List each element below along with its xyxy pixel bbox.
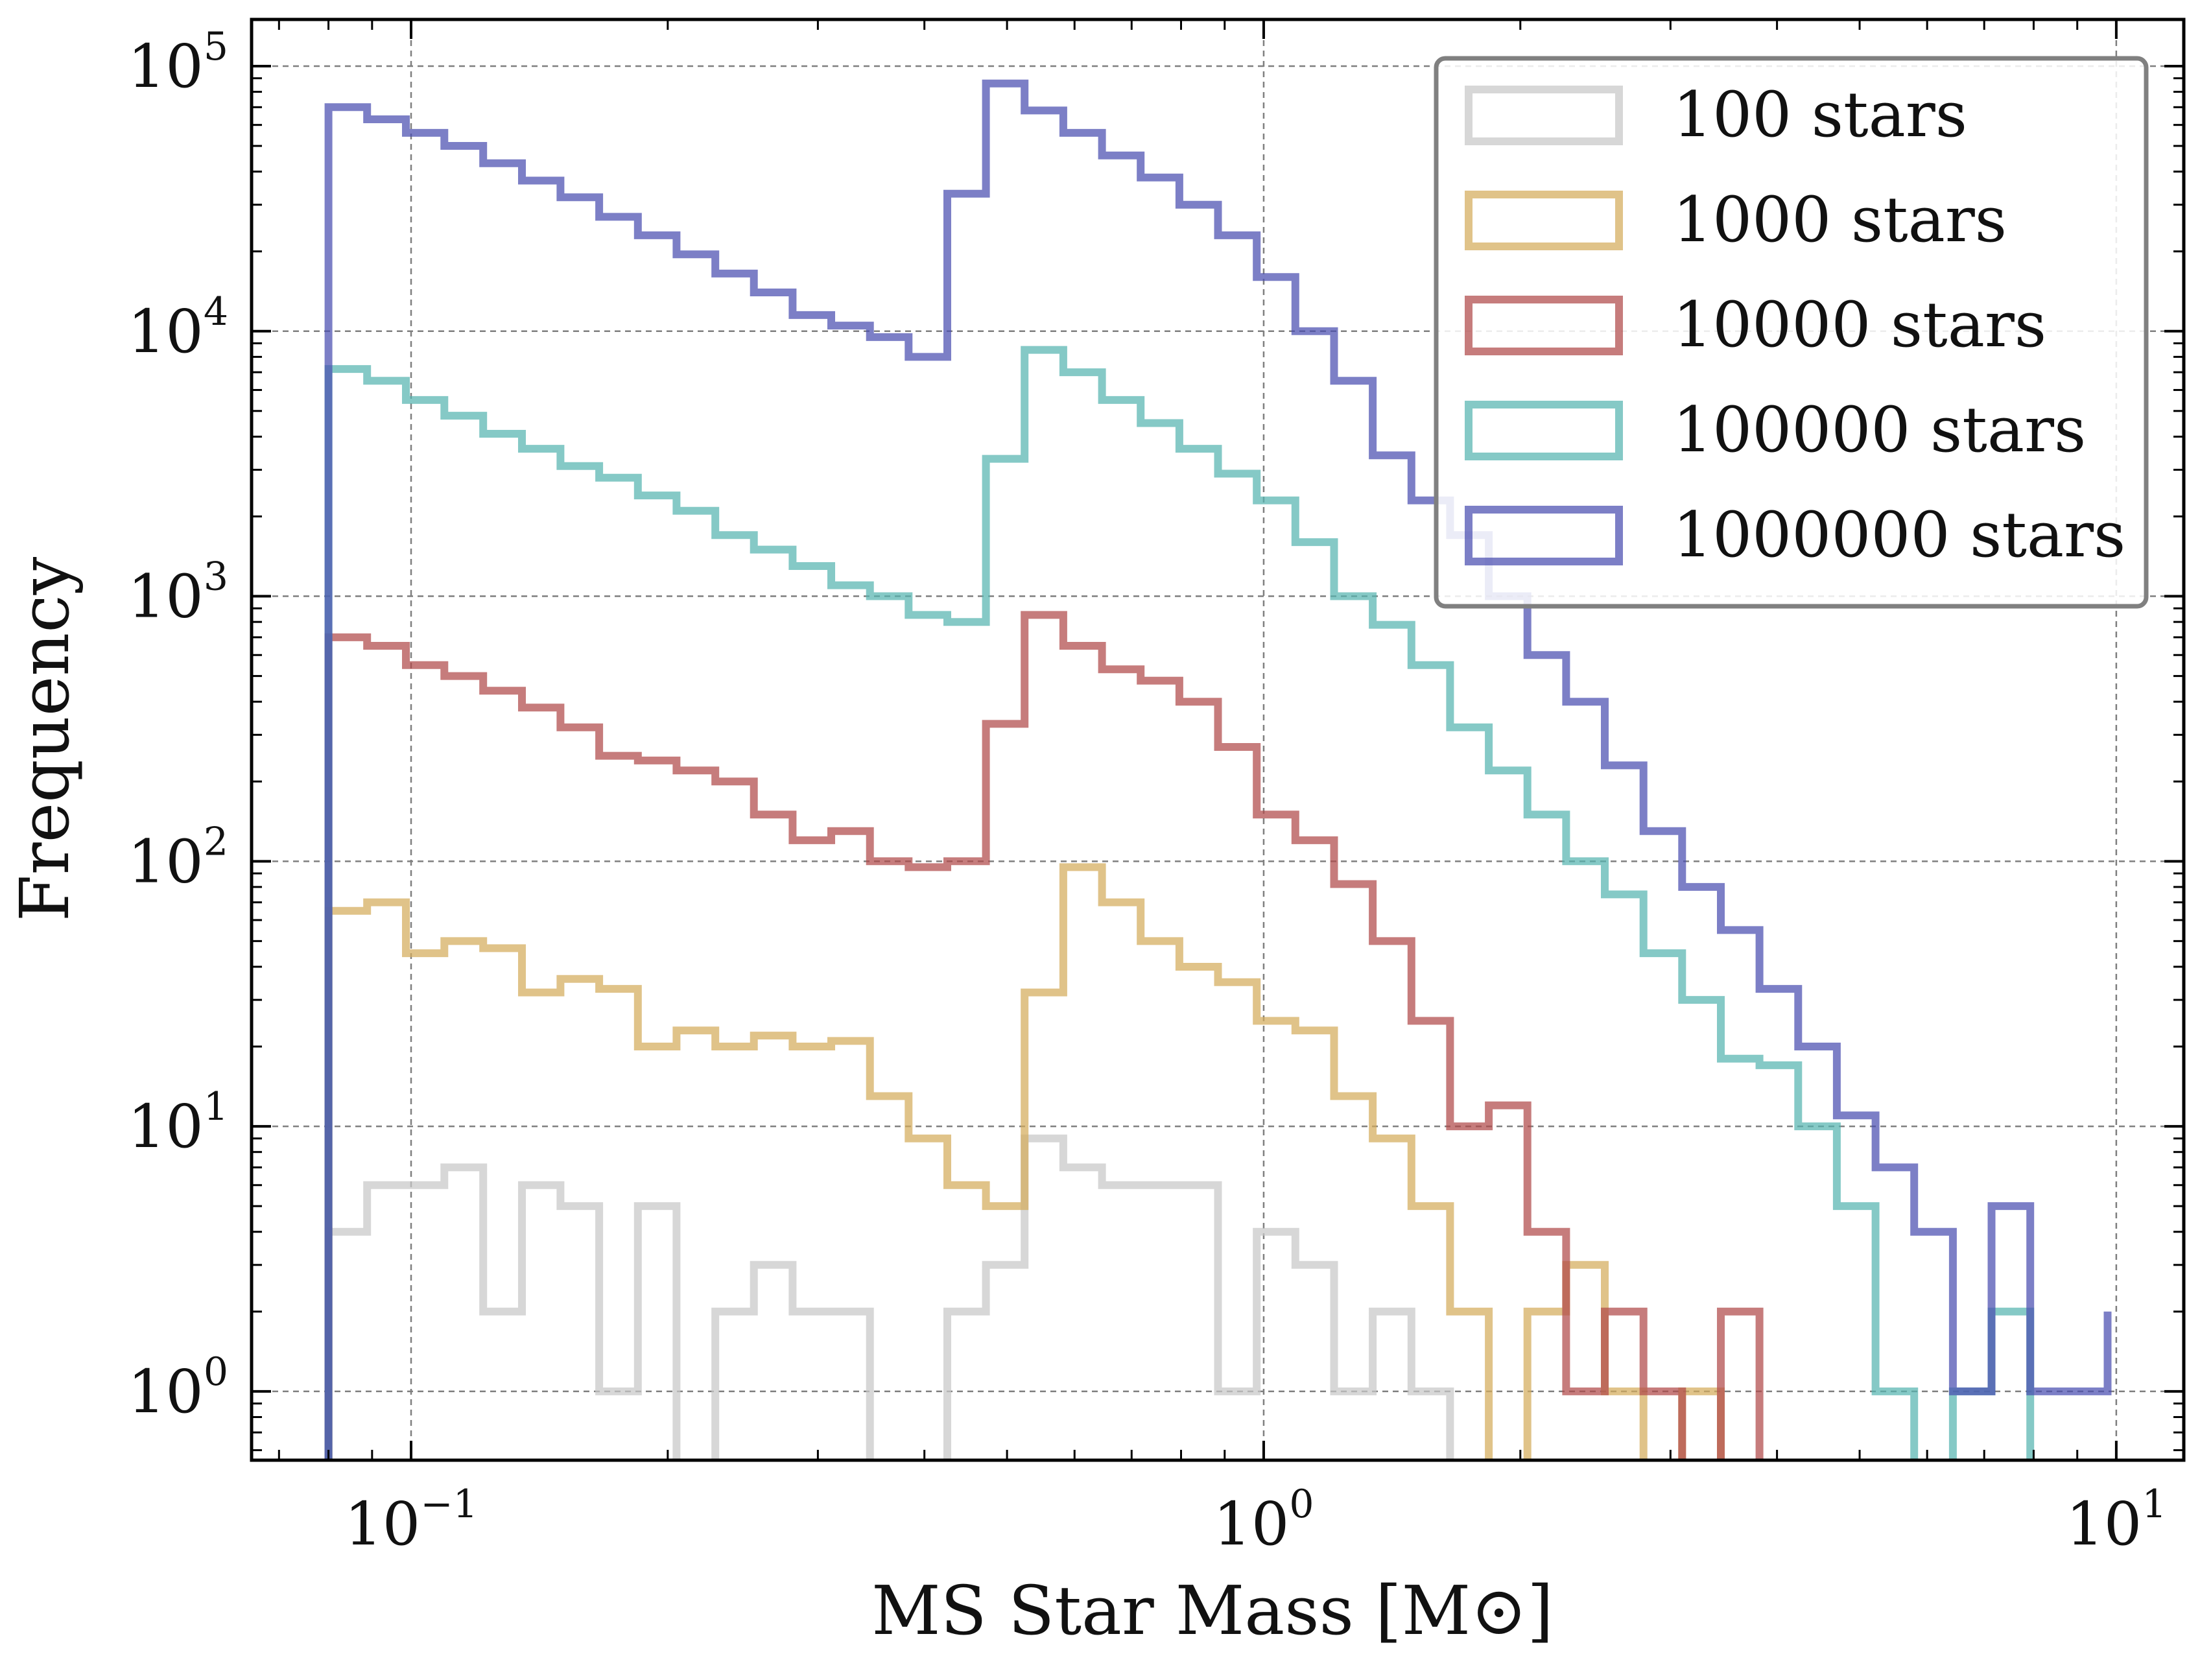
series-layer xyxy=(324,79,2112,1460)
y-tick-label: 103 xyxy=(128,554,228,632)
axis-ticks xyxy=(252,19,2184,1460)
legend-label: 1000 stars xyxy=(1673,183,2007,256)
y-axis-label: Frequency xyxy=(5,557,84,922)
histogram-series xyxy=(324,1134,1454,1460)
legend-swatch xyxy=(1465,191,1623,250)
legend-swatch xyxy=(1465,86,1623,145)
legend: 100 stars 1000 stars 10000 stars 100000 sta… xyxy=(1434,56,2149,609)
y-tick-label: 100 xyxy=(128,1349,228,1426)
y-tick-label: 104 xyxy=(128,289,228,366)
y-tick-label: 105 xyxy=(128,24,228,101)
legend-swatch xyxy=(1465,506,1623,565)
legend-label: 100000 stars xyxy=(1673,394,2086,466)
legend-label: 10000 stars xyxy=(1673,289,2046,361)
legend-label: 100 stars xyxy=(1673,78,1967,151)
tick-labels: 10−1 100 101 100 101 102 103 104 105 xyxy=(128,24,2167,1559)
y-tick-label: 102 xyxy=(128,819,228,896)
histogram-series xyxy=(324,611,1764,1460)
histogram-series xyxy=(324,863,1725,1460)
x-tick-label: 10−1 xyxy=(344,1482,478,1559)
x-tick-label: 101 xyxy=(2066,1482,2166,1559)
histogram-series xyxy=(324,79,2112,1460)
legend-swatch xyxy=(1465,401,1623,460)
histogram-series xyxy=(324,346,2035,1460)
x-tick-label: 100 xyxy=(1213,1482,1314,1559)
y-tick-label: 101 xyxy=(128,1084,228,1161)
legend-label: 1000000 stars xyxy=(1673,499,2125,571)
legend-swatch xyxy=(1465,296,1623,355)
plot-frame xyxy=(250,18,2186,1462)
x-axis-label: MS Star Mass [M⊙] xyxy=(871,1571,1554,1650)
